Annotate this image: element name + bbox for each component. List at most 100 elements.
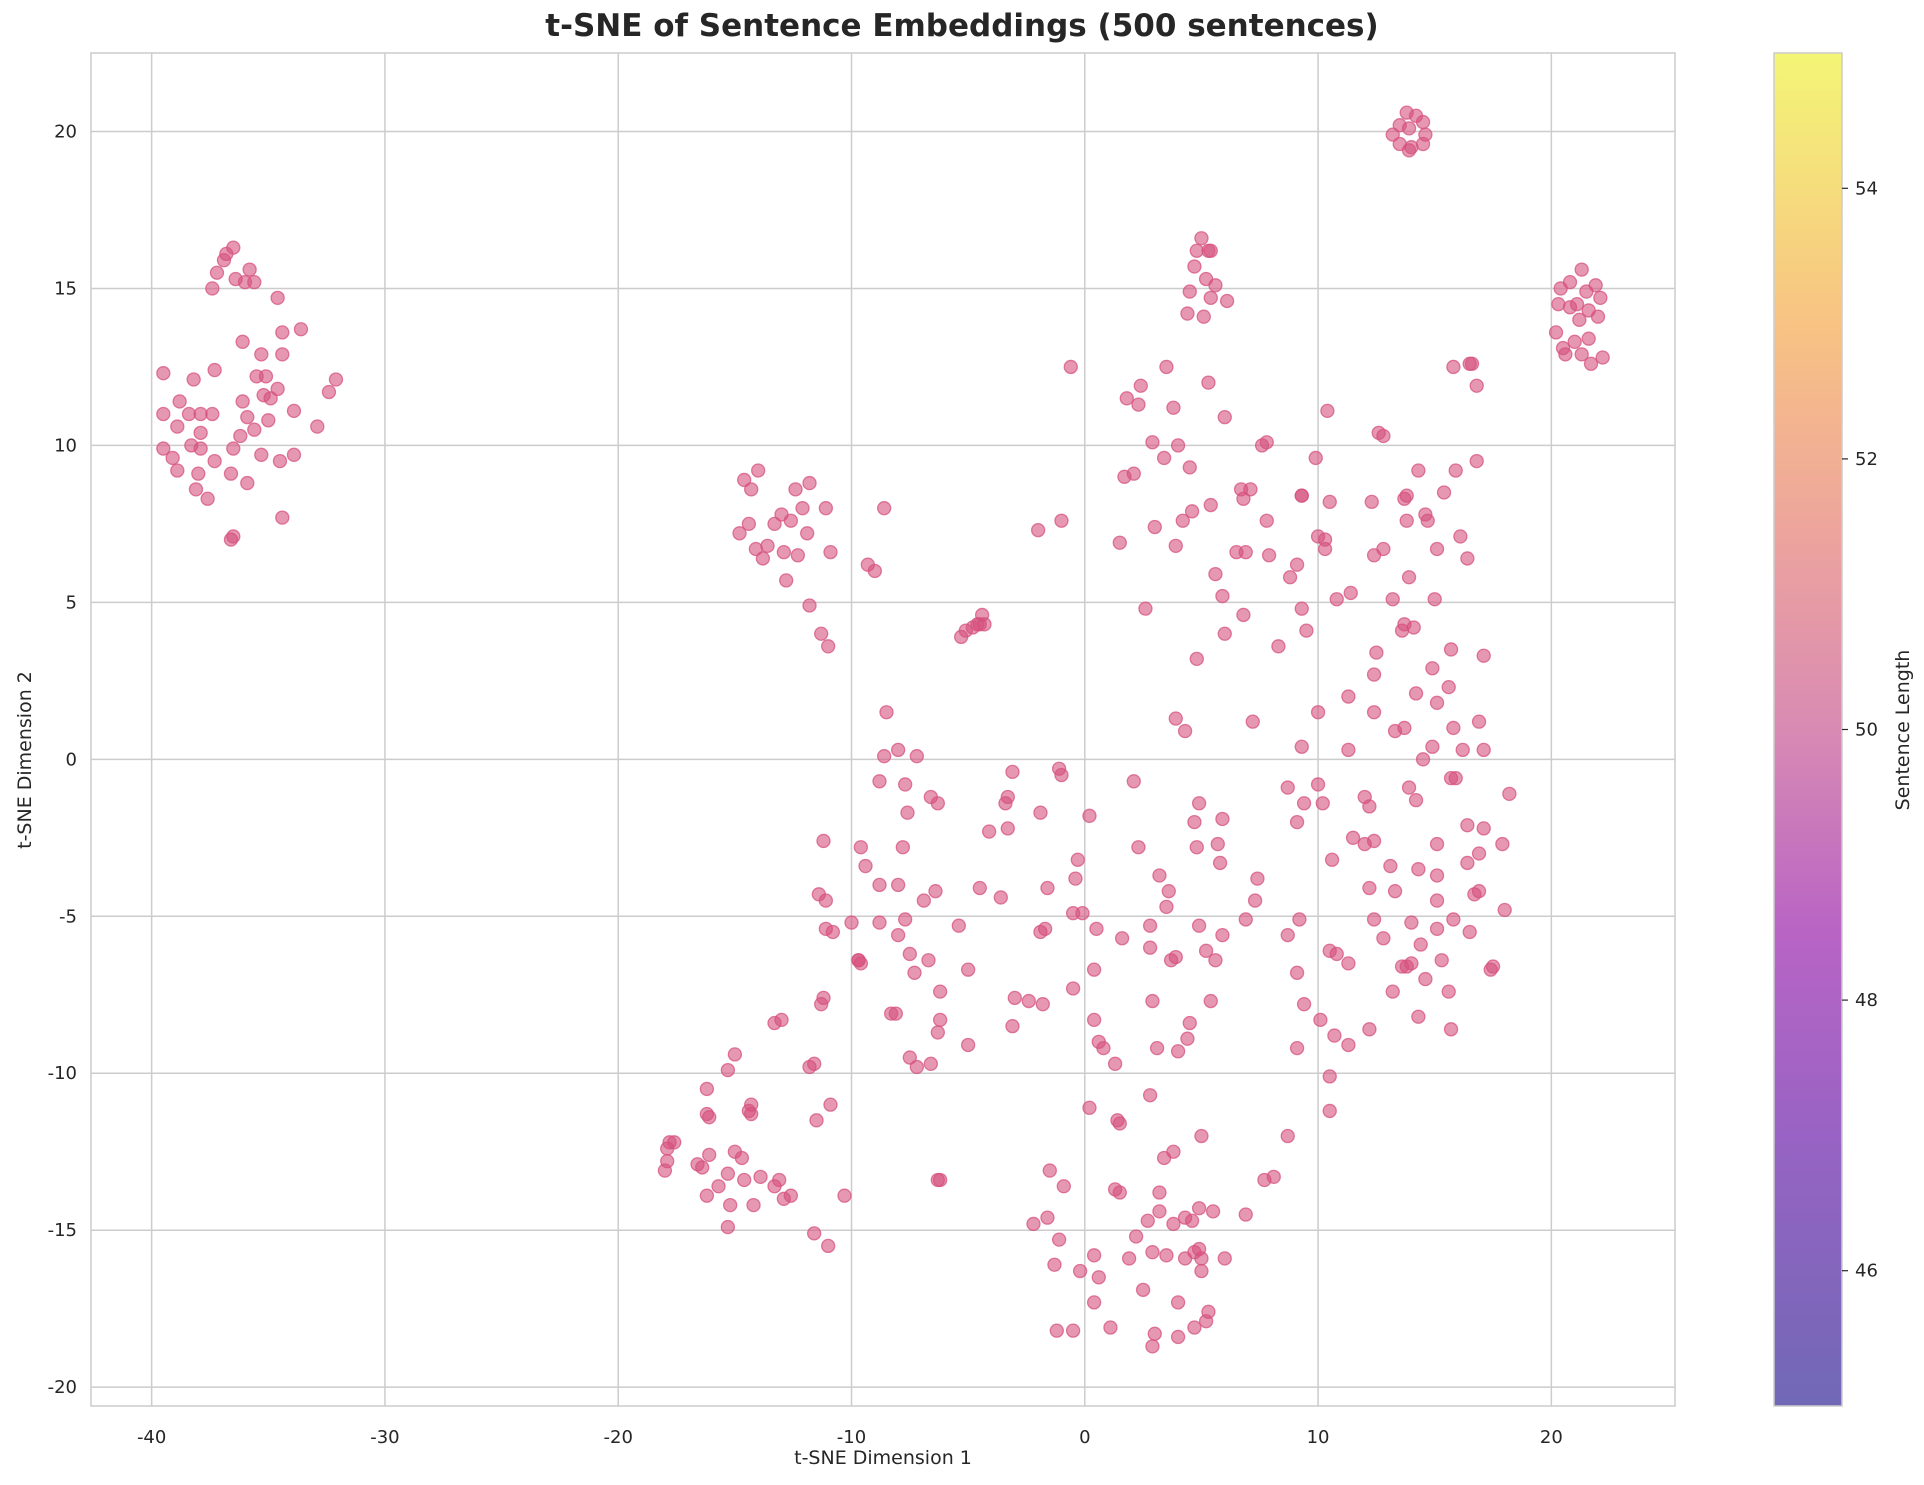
data-point <box>1289 814 1305 830</box>
data-point <box>1497 902 1512 918</box>
data-point <box>1107 1056 1123 1071</box>
data-point <box>902 1050 917 1065</box>
data-point <box>695 1160 710 1175</box>
x-tick-label: 0 <box>1079 1427 1090 1448</box>
data-point <box>1177 723 1193 739</box>
data-point <box>1471 884 1487 899</box>
data-point <box>1217 1251 1232 1266</box>
data-point <box>1476 648 1491 663</box>
data-point <box>1341 742 1356 758</box>
data-point <box>1429 695 1445 710</box>
data-point <box>1436 485 1452 500</box>
data-point <box>1502 786 1517 802</box>
data-point <box>823 544 838 560</box>
data-point <box>1574 262 1589 277</box>
data-point <box>837 1188 852 1203</box>
data-point <box>207 453 222 469</box>
data-point <box>1280 1128 1295 1144</box>
grid-lines <box>91 53 1675 1406</box>
data-point <box>1054 767 1069 783</box>
data-point <box>1427 592 1442 607</box>
data-point <box>223 466 239 481</box>
data-point <box>247 422 262 437</box>
data-point <box>1203 497 1218 513</box>
data-point <box>328 372 344 387</box>
data-point <box>1446 912 1461 927</box>
data-point <box>737 472 752 488</box>
data-point <box>193 425 208 440</box>
data-point <box>1166 400 1181 415</box>
data-point <box>933 1012 948 1028</box>
data-point <box>156 406 171 422</box>
data-point <box>1324 852 1340 867</box>
data-point <box>930 1025 945 1040</box>
data-point <box>1203 993 1218 1009</box>
data-point <box>226 441 241 456</box>
data-point <box>1558 347 1573 362</box>
data-point <box>1170 1044 1186 1059</box>
data-point <box>1140 1213 1155 1228</box>
data-point <box>1310 777 1326 792</box>
data-point <box>1196 309 1211 324</box>
data-point <box>1464 356 1480 371</box>
data-point <box>1420 513 1435 528</box>
data-point <box>1191 1201 1207 1216</box>
axis-ticks: -40 -30 -20 -10 0 10 20 -20 -15 -10 -5 0 5 10 15 20 <box>48 121 1563 1448</box>
data-point <box>1000 821 1015 836</box>
data-point <box>998 796 1013 811</box>
data-point <box>1294 601 1309 616</box>
data-point <box>258 369 274 384</box>
data-point <box>1086 1295 1102 1310</box>
data-point <box>235 334 250 349</box>
data-point <box>1460 551 1475 566</box>
data-point <box>891 927 906 943</box>
data-point <box>909 749 924 764</box>
data-point <box>216 253 232 268</box>
data-point <box>275 510 290 525</box>
data-point <box>1362 1022 1377 1037</box>
x-tick-label: -30 <box>370 1427 399 1448</box>
data-point <box>1198 943 1214 958</box>
data-point <box>790 548 806 563</box>
data-point <box>1205 1204 1221 1219</box>
data-point <box>1483 962 1498 977</box>
data-point <box>1434 953 1449 968</box>
data-point <box>200 491 215 506</box>
data-point <box>858 858 873 874</box>
data-point <box>776 544 792 560</box>
data-point <box>783 513 799 528</box>
data-point <box>1553 281 1568 296</box>
data-point <box>891 877 906 893</box>
data-point <box>1182 284 1197 299</box>
data-point <box>1021 993 1036 1009</box>
data-point <box>1161 884 1176 899</box>
data-point <box>1159 359 1174 375</box>
data-point <box>1567 334 1582 349</box>
data-point <box>1313 1012 1328 1028</box>
data-point <box>1294 739 1309 754</box>
data-point <box>1159 1248 1174 1263</box>
data-point <box>1103 1320 1118 1335</box>
data-point <box>1168 711 1183 726</box>
data-point <box>1574 347 1589 362</box>
colorbar-tick-label: 50 <box>1855 720 1878 741</box>
data-point <box>1145 1245 1160 1260</box>
data-point <box>1280 927 1295 943</box>
data-point <box>951 918 966 933</box>
data-point <box>1180 1031 1195 1046</box>
data-point <box>1152 868 1167 883</box>
data-point <box>1387 884 1403 899</box>
data-point <box>1042 1163 1057 1178</box>
data-point <box>802 1059 817 1075</box>
data-point <box>1215 811 1230 827</box>
data-point <box>263 391 278 406</box>
data-point <box>1049 1323 1064 1338</box>
data-point <box>823 1097 838 1112</box>
data-point <box>1296 796 1312 811</box>
x-tick-label: -20 <box>604 1427 633 1448</box>
data-point <box>1460 855 1475 871</box>
data-point <box>209 265 225 280</box>
data-point <box>1595 350 1610 365</box>
data-point <box>1089 921 1104 936</box>
data-point <box>1408 686 1424 701</box>
